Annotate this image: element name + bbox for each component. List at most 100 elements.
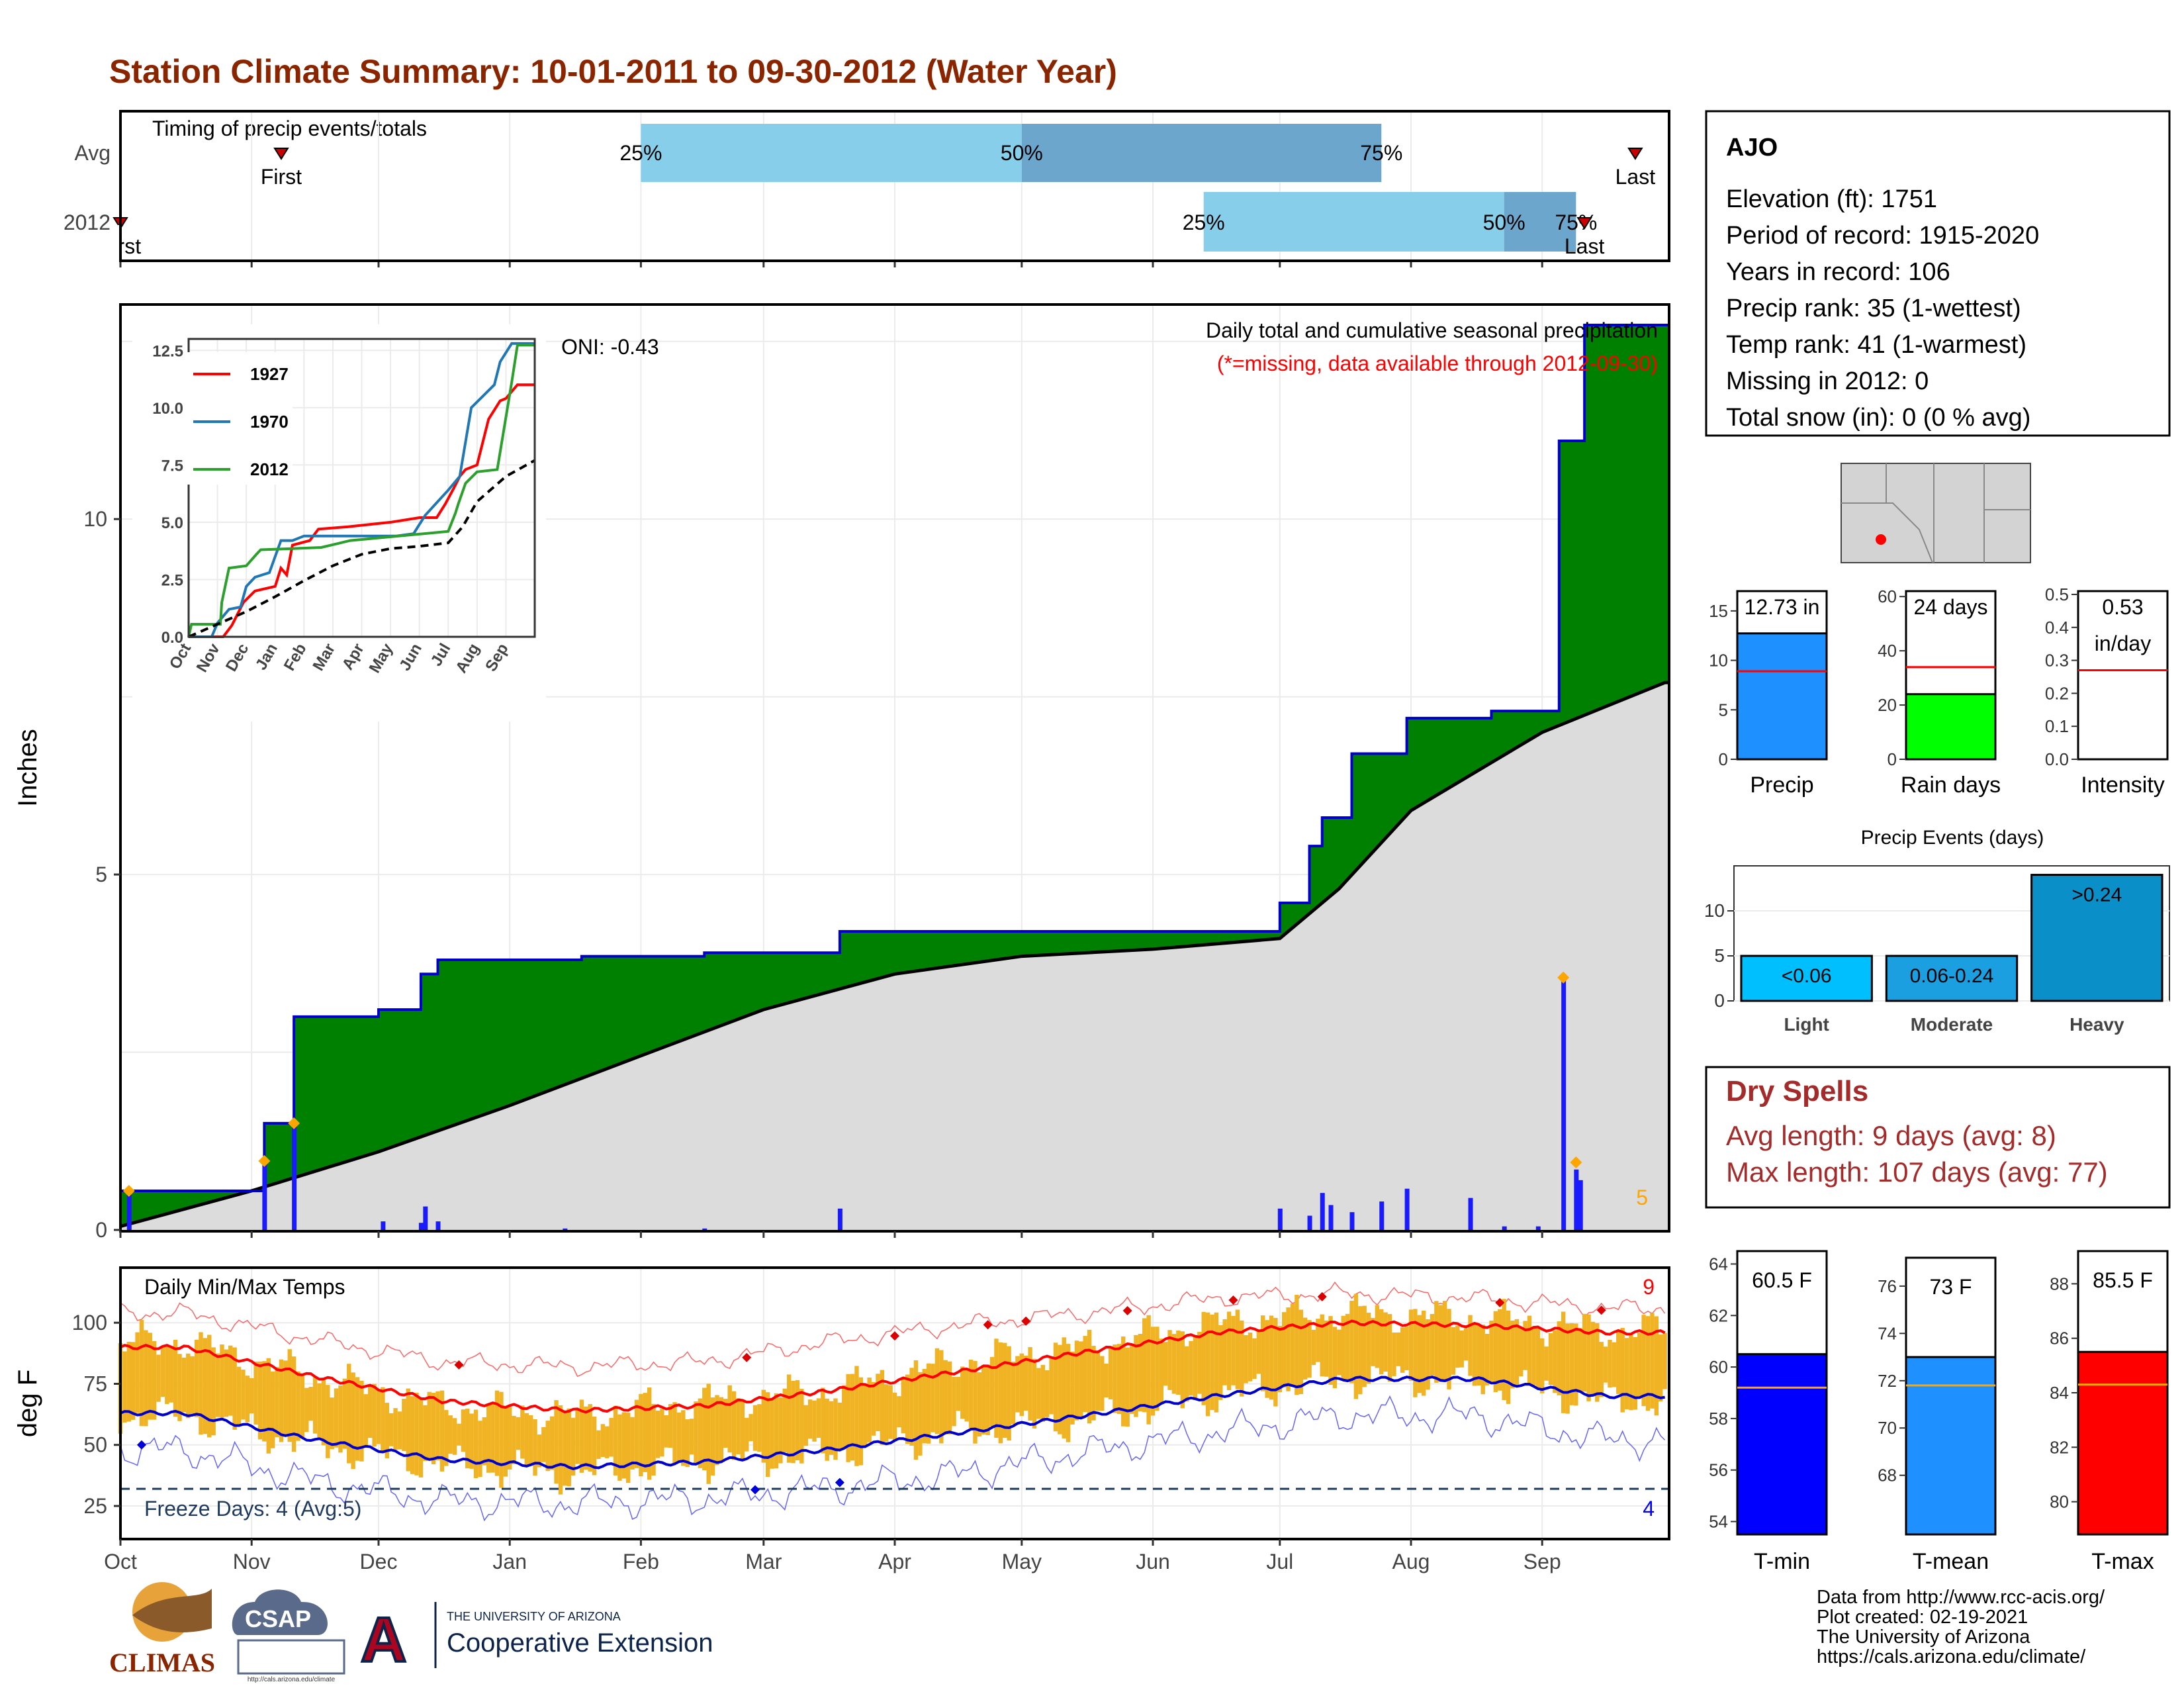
daily-temp-range-bar bbox=[892, 1392, 897, 1440]
daily-temp-range-bar bbox=[1421, 1310, 1426, 1396]
daily-temp-range-bar bbox=[1337, 1329, 1342, 1376]
summary-bar-frame bbox=[2077, 590, 2169, 761]
temp-panel: deg F Daily Min/Max Temps Freeze Days: 4… bbox=[13, 1266, 1670, 1573]
record-high-line bbox=[120, 1281, 1666, 1378]
daily-temp-range-bar bbox=[1396, 1332, 1401, 1366]
precip-average-area bbox=[120, 682, 1669, 1230]
daily-temp-range-bar bbox=[368, 1386, 373, 1438]
daily-temp-range-bar bbox=[1036, 1368, 1041, 1419]
daily-temp-range-bar bbox=[1553, 1330, 1557, 1393]
temp-bar-value-label: 85.5 F bbox=[2093, 1268, 2153, 1292]
daily-temp-range-bar bbox=[414, 1392, 419, 1476]
daily-temp-range-bar bbox=[757, 1404, 762, 1452]
oni-label: ONI: -0.43 bbox=[561, 335, 659, 359]
summary-y-tick-label: 20 bbox=[1878, 695, 1897, 715]
temp-y-tick-label: 100 bbox=[72, 1311, 107, 1335]
daily-temp-range-bar bbox=[1176, 1330, 1181, 1395]
ua-logo: A THE UNIVERSITY OF ARIZONA Cooperative … bbox=[359, 1602, 713, 1677]
daily-temp-range-bar bbox=[1295, 1295, 1299, 1395]
daily-temp-range-bar bbox=[1070, 1351, 1075, 1425]
precip-y-label: Inches bbox=[13, 729, 42, 807]
daily-temp-range-bar bbox=[139, 1319, 144, 1427]
station-name: AJO bbox=[1726, 134, 1778, 162]
temp-y-label: deg F bbox=[13, 1370, 42, 1437]
daily-temp-range-bar bbox=[1620, 1327, 1625, 1413]
daily-temp-range-bar bbox=[994, 1338, 999, 1438]
daily-temp-range-bar bbox=[1210, 1314, 1214, 1411]
daily-temp-range-bar bbox=[1298, 1309, 1303, 1394]
daily-precip-bar bbox=[1502, 1226, 1507, 1230]
daily-temp-range-bar bbox=[1375, 1305, 1380, 1368]
daily-temp-range-bar bbox=[1028, 1347, 1032, 1421]
daily-temp-range-bar bbox=[457, 1423, 461, 1446]
footer-credit-2: Plot created: 02-19-2021 bbox=[1817, 1607, 2028, 1628]
daily-temp-range-bar bbox=[731, 1391, 737, 1460]
daily-temp-range-bar bbox=[342, 1378, 347, 1449]
daily-temp-range-bar bbox=[144, 1330, 148, 1427]
daily-temp-range-bar bbox=[1311, 1329, 1316, 1366]
daily-temp-range-bar bbox=[1091, 1346, 1096, 1421]
precip-events-title: Precip Events (days) bbox=[1861, 827, 2044, 849]
temp-panel-title: Daily Min/Max Temps bbox=[144, 1275, 345, 1299]
daily-temp-range-bar bbox=[1189, 1340, 1193, 1396]
daily-temp-range-bar bbox=[897, 1396, 901, 1428]
daily-temp-range-bar bbox=[190, 1356, 195, 1414]
daily-temp-range-bar bbox=[406, 1388, 410, 1472]
daily-temp-range-bar bbox=[359, 1380, 364, 1462]
daily-temp-range-bar bbox=[884, 1384, 889, 1442]
daily-temp-range-bar bbox=[1231, 1315, 1236, 1385]
daily-temp-range-bar bbox=[1341, 1315, 1345, 1380]
daily-temp-range-bar bbox=[1167, 1330, 1172, 1390]
daily-temp-range-bar bbox=[1095, 1350, 1101, 1411]
temp-x-tick-label: Jan bbox=[492, 1550, 527, 1573]
footer-credit-3: The University of Arizona bbox=[1817, 1626, 2030, 1648]
daily-temp-range-bar bbox=[537, 1434, 542, 1468]
daily-temp-range-bar bbox=[236, 1366, 242, 1425]
daily-temp-range-bar bbox=[719, 1397, 724, 1462]
daily-temp-range-bar bbox=[287, 1349, 292, 1442]
daily-temp-range-bar bbox=[918, 1372, 923, 1456]
daily-temp-range-bar bbox=[786, 1374, 792, 1463]
daily-temp-range-bar bbox=[1040, 1364, 1045, 1423]
daily-precip-bar bbox=[1578, 1180, 1583, 1230]
daily-temp-range-bar bbox=[1142, 1318, 1147, 1413]
timing-row-label-2012: 2012 bbox=[64, 211, 111, 234]
daily-temp-range-bar bbox=[706, 1383, 711, 1484]
daily-temp-range-bar bbox=[1654, 1316, 1659, 1416]
daily-temp-range-bar bbox=[749, 1414, 753, 1442]
timing-label: Timing of precip events/totals bbox=[152, 117, 427, 140]
daily-temp-range-bar bbox=[1171, 1334, 1177, 1394]
daily-temp-range-bar bbox=[837, 1402, 842, 1451]
daily-temp-range-bar bbox=[854, 1366, 859, 1466]
daily-temp-range-bar bbox=[1650, 1313, 1655, 1409]
csap-logo: CSAP http://cals.arizona.edu/climate bbox=[232, 1589, 345, 1683]
inset-frame bbox=[187, 338, 536, 638]
summary-value-label: 0.53 bbox=[2102, 595, 2143, 619]
temp-bar-y-tick-label: 56 bbox=[1709, 1460, 1728, 1480]
inset-y-tick-label: 12.5 bbox=[152, 342, 183, 360]
daily-temp-range-bar bbox=[600, 1424, 606, 1458]
station-info-line: Precip rank: 35 (1-wettest) bbox=[1726, 295, 2021, 322]
daily-precip-bar bbox=[1277, 1208, 1283, 1230]
record-low-marker bbox=[835, 1477, 844, 1487]
daily-temp-range-bar bbox=[245, 1376, 250, 1423]
precip-panel-title: Daily total and cumulative seasonal prec… bbox=[1206, 318, 1658, 342]
daily-temp-range-bar bbox=[334, 1388, 339, 1448]
daily-temp-range-bar bbox=[829, 1401, 834, 1455]
daily-precip-bar bbox=[1379, 1201, 1385, 1230]
precip-events-y-tick-label: 5 bbox=[1714, 945, 1725, 966]
daily-temp-range-bar bbox=[1383, 1312, 1388, 1372]
daily-temp-range-bar bbox=[1565, 1323, 1570, 1414]
daily-temp-range-bar bbox=[1472, 1322, 1477, 1386]
daily-temp-range-bar bbox=[791, 1380, 796, 1464]
daily-temp-range-bar bbox=[985, 1364, 990, 1436]
daily-temp-range-bar bbox=[630, 1417, 635, 1470]
station-info-line: Missing in 2012: 0 bbox=[1726, 367, 1929, 395]
temp-y-tick-label: 75 bbox=[83, 1372, 107, 1395]
timing-bar-q25-q50 bbox=[641, 124, 1022, 182]
daily-temp-range-bar bbox=[1265, 1320, 1269, 1398]
daily-temp-range-bar bbox=[1659, 1334, 1663, 1402]
daily-temp-range-bar bbox=[1468, 1315, 1473, 1376]
timing-row-label: Avg bbox=[74, 141, 111, 165]
daily-temp-range-bar bbox=[655, 1410, 660, 1458]
